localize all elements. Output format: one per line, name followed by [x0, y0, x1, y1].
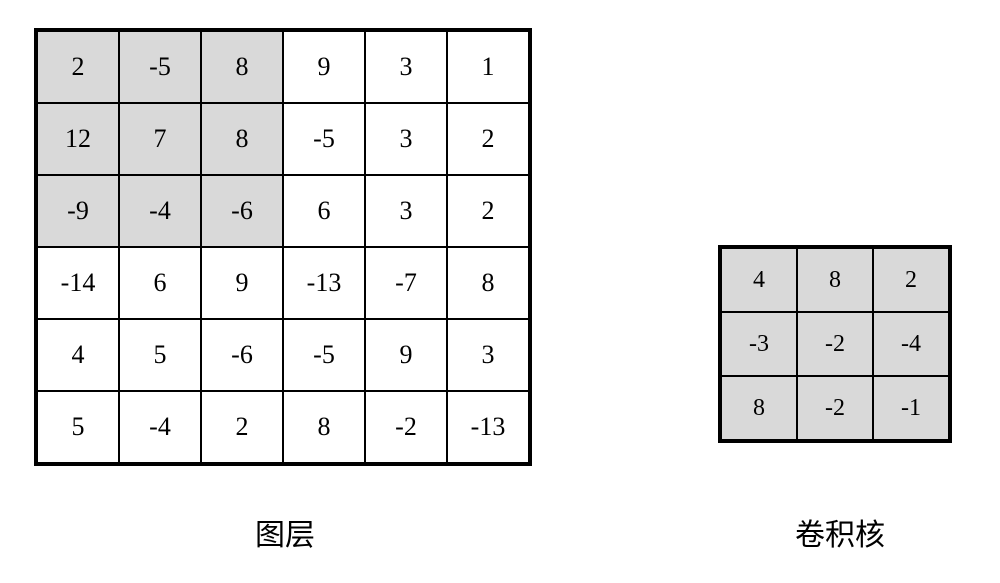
grid-cell: -6 — [201, 319, 283, 391]
grid-cell: 9 — [201, 247, 283, 319]
grid-cell: -1 — [873, 376, 949, 440]
grid-cell: -2 — [797, 312, 873, 376]
grid-cell: 5 — [119, 319, 201, 391]
grid-cell: 2 — [873, 248, 949, 312]
grid-cell: -4 — [119, 391, 201, 463]
grid-cell: 8 — [283, 391, 365, 463]
grid-cell: -3 — [721, 312, 797, 376]
grid-cell: 7 — [119, 103, 201, 175]
grid-cell: -2 — [797, 376, 873, 440]
grid-cell: -4 — [873, 312, 949, 376]
grid-cell: 1 — [447, 31, 529, 103]
grid-cell: 9 — [365, 319, 447, 391]
stage: 2-589311278-532-9-4-6632-1469-13-7845-6-… — [0, 0, 1000, 583]
grid-cell: 6 — [283, 175, 365, 247]
grid-cell: 9 — [283, 31, 365, 103]
grid-cell: 8 — [201, 31, 283, 103]
grid-cell: 3 — [365, 31, 447, 103]
grid-cell: 8 — [447, 247, 529, 319]
grid-cell: 3 — [447, 319, 529, 391]
grid-cell: 6 — [119, 247, 201, 319]
grid-cell: 4 — [721, 248, 797, 312]
kernel-grid: 482-3-2-48-2-1 — [718, 245, 952, 443]
grid-cell: -5 — [119, 31, 201, 103]
grid-cell: 2 — [447, 103, 529, 175]
grid-cell: 4 — [37, 319, 119, 391]
grid-cell: 8 — [797, 248, 873, 312]
grid-cell: 8 — [201, 103, 283, 175]
grid-cell: -7 — [365, 247, 447, 319]
image-grid-caption: 图层 — [245, 510, 325, 554]
grid-cell: -5 — [283, 319, 365, 391]
grid-cell: 12 — [37, 103, 119, 175]
grid-cell: 8 — [721, 376, 797, 440]
grid-cell: -5 — [283, 103, 365, 175]
grid-cell: -13 — [283, 247, 365, 319]
grid-cell: -14 — [37, 247, 119, 319]
grid-cell: -4 — [119, 175, 201, 247]
grid-cell: 3 — [365, 103, 447, 175]
kernel-grid-caption: 卷积核 — [790, 510, 890, 554]
grid-cell: 3 — [365, 175, 447, 247]
image-grid: 2-589311278-532-9-4-6632-1469-13-7845-6-… — [34, 28, 532, 466]
grid-cell: -6 — [201, 175, 283, 247]
grid-cell: 5 — [37, 391, 119, 463]
grid-cell: 2 — [37, 31, 119, 103]
grid-cell: -13 — [447, 391, 529, 463]
grid-cell: 2 — [201, 391, 283, 463]
grid-cell: -2 — [365, 391, 447, 463]
grid-cell: 2 — [447, 175, 529, 247]
grid-cell: -9 — [37, 175, 119, 247]
